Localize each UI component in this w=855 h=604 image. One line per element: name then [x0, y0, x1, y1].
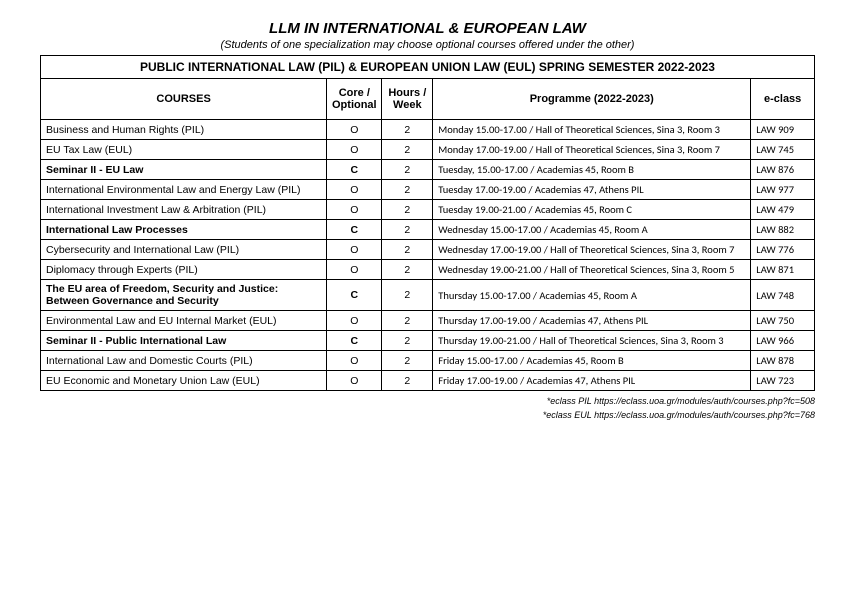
table-row: Cybersecurity and International Law (PIL… [41, 240, 815, 260]
cell-programme: Monday 17.00-19.00 / Hall of Theoretical… [433, 140, 751, 160]
cell-core: O [327, 140, 382, 160]
cell-course: International Investment Law & Arbitrati… [41, 200, 327, 220]
cell-eclass: LAW 723 [751, 371, 815, 391]
cell-hours: 2 [382, 331, 433, 351]
cell-eclass: LAW 977 [751, 180, 815, 200]
cell-hours: 2 [382, 311, 433, 331]
cell-core: C [327, 280, 382, 311]
table-row: International Environmental Law and Ener… [41, 180, 815, 200]
cell-programme: Friday 17.00-19.00 / Academias 47, Athen… [433, 371, 751, 391]
cell-hours: 2 [382, 140, 433, 160]
cell-eclass: LAW 882 [751, 220, 815, 240]
cell-hours: 2 [382, 351, 433, 371]
cell-hours: 2 [382, 260, 433, 280]
cell-course: Environmental Law and EU Internal Market… [41, 311, 327, 331]
cell-core: O [327, 120, 382, 140]
cell-programme: Tuesday 19.00-21.00 / Academias 45, Room… [433, 200, 751, 220]
cell-eclass: LAW 871 [751, 260, 815, 280]
cell-eclass: LAW 776 [751, 240, 815, 260]
cell-hours: 2 [382, 220, 433, 240]
cell-hours: 2 [382, 120, 433, 140]
cell-programme: Tuesday, 15.00-17.00 / Academias 45, Roo… [433, 160, 751, 180]
cell-hours: 2 [382, 200, 433, 220]
cell-course: International Law Processes [41, 220, 327, 240]
cell-hours: 2 [382, 160, 433, 180]
cell-hours: 2 [382, 180, 433, 200]
footnote-pil: *eclass PIL https://eclass.uoa.gr/module… [40, 395, 815, 409]
col-programme: Programme (2022-2023) [433, 79, 751, 120]
cell-course: The EU area of Freedom, Security and Jus… [41, 280, 327, 311]
cell-core: O [327, 200, 382, 220]
cell-course: Seminar II - Public International Law [41, 331, 327, 351]
table-title-row: PUBLIC INTERNATIONAL LAW (PIL) & EUROPEA… [41, 56, 815, 79]
table-row: EU Economic and Monetary Union Law (EUL)… [41, 371, 815, 391]
cell-hours: 2 [382, 371, 433, 391]
cell-eclass: LAW 909 [751, 120, 815, 140]
cell-hours: 2 [382, 280, 433, 311]
cell-eclass: LAW 878 [751, 351, 815, 371]
cell-core: O [327, 240, 382, 260]
cell-programme: Tuesday 17.00-19.00 / Academias 47, Athe… [433, 180, 751, 200]
cell-core: C [327, 160, 382, 180]
page-subtitle: (Students of one specialization may choo… [40, 39, 815, 51]
cell-eclass: LAW 966 [751, 331, 815, 351]
cell-course: Business and Human Rights (PIL) [41, 120, 327, 140]
course-table: PUBLIC INTERNATIONAL LAW (PIL) & EUROPEA… [40, 55, 815, 391]
cell-core: O [327, 311, 382, 331]
cell-eclass: LAW 750 [751, 311, 815, 331]
cell-programme: Wednesday 17.00-19.00 / Hall of Theoreti… [433, 240, 751, 260]
table-row: Business and Human Rights (PIL)O2Monday … [41, 120, 815, 140]
cell-programme: Wednesday 19.00-21.00 / Hall of Theoreti… [433, 260, 751, 280]
cell-programme: Wednesday 15.00-17.00 / Academias 45, Ro… [433, 220, 751, 240]
cell-core: O [327, 180, 382, 200]
cell-programme: Monday 15.00-17.00 / Hall of Theoretical… [433, 120, 751, 140]
cell-eclass: LAW 745 [751, 140, 815, 160]
table-title: PUBLIC INTERNATIONAL LAW (PIL) & EUROPEA… [41, 56, 815, 79]
col-courses: COURSES [41, 79, 327, 120]
table-row: Seminar II - Public International LawC2T… [41, 331, 815, 351]
cell-eclass: LAW 748 [751, 280, 815, 311]
table-row: EU Tax Law (EUL)O2Monday 17.00-19.00 / H… [41, 140, 815, 160]
table-row: The EU area of Freedom, Security and Jus… [41, 280, 815, 311]
cell-course: EU Tax Law (EUL) [41, 140, 327, 160]
page-container: LLM IN INTERNATIONAL & EUROPEAN LAW (Stu… [0, 0, 855, 432]
table-row: Diplomacy through Experts (PIL)O2Wednesd… [41, 260, 815, 280]
col-eclass: e-class [751, 79, 815, 120]
cell-course: International Environmental Law and Ener… [41, 180, 327, 200]
table-row: International Law ProcessesC2Wednesday 1… [41, 220, 815, 240]
cell-hours: 2 [382, 240, 433, 260]
table-row: International Investment Law & Arbitrati… [41, 200, 815, 220]
cell-programme: Thursday 17.00-19.00 / Academias 47, Ath… [433, 311, 751, 331]
table-row: Environmental Law and EU Internal Market… [41, 311, 815, 331]
cell-programme: Friday 15.00-17.00 / Academias 45, Room … [433, 351, 751, 371]
table-row: International Law and Domestic Courts (P… [41, 351, 815, 371]
cell-course: Diplomacy through Experts (PIL) [41, 260, 327, 280]
cell-course: International Law and Domestic Courts (P… [41, 351, 327, 371]
col-hours: Hours / Week [382, 79, 433, 120]
cell-core: O [327, 371, 382, 391]
table-row: Seminar II - EU LawC2Tuesday, 15.00-17.0… [41, 160, 815, 180]
cell-course: Seminar II - EU Law [41, 160, 327, 180]
cell-course: EU Economic and Monetary Union Law (EUL) [41, 371, 327, 391]
footnotes: *eclass PIL https://eclass.uoa.gr/module… [40, 395, 815, 422]
cell-core: C [327, 220, 382, 240]
table-header-row: COURSES Core / Optional Hours / Week Pro… [41, 79, 815, 120]
cell-programme: Thursday 15.00-17.00 / Academias 45, Roo… [433, 280, 751, 311]
cell-core: C [327, 331, 382, 351]
table-body: Business and Human Rights (PIL)O2Monday … [41, 120, 815, 391]
cell-core: O [327, 260, 382, 280]
col-core: Core / Optional [327, 79, 382, 120]
cell-course: Cybersecurity and International Law (PIL… [41, 240, 327, 260]
cell-core: O [327, 351, 382, 371]
page-title: LLM IN INTERNATIONAL & EUROPEAN LAW [40, 20, 815, 37]
footnote-eul: *eclass EUL https://eclass.uoa.gr/module… [40, 409, 815, 423]
cell-eclass: LAW 479 [751, 200, 815, 220]
cell-eclass: LAW 876 [751, 160, 815, 180]
cell-programme: Thursday 19.00-21.00 / Hall of Theoretic… [433, 331, 751, 351]
